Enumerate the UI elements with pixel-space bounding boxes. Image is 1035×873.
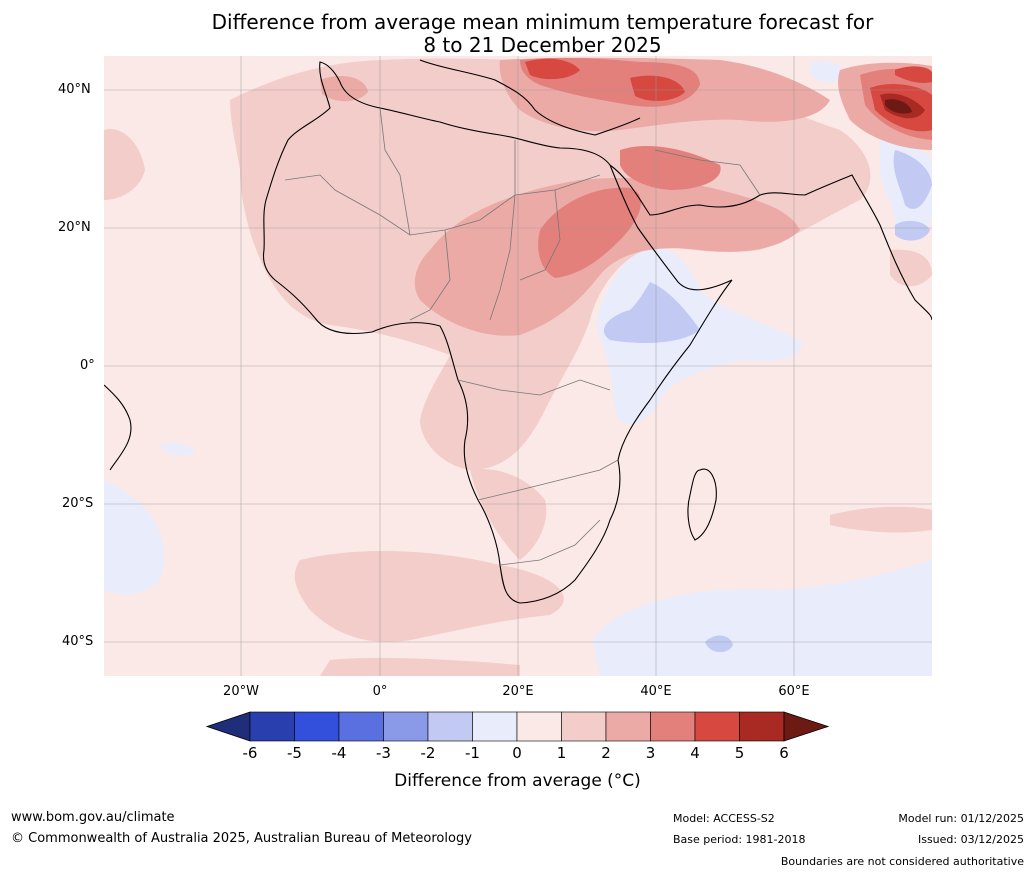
cool-patch-central-asia	[810, 60, 846, 83]
cool-patch-india-south	[895, 220, 930, 241]
colorbar-segment	[516, 711, 562, 742]
colorbar-tick-label: -4	[331, 744, 347, 762]
colorbar-tick-label: 1	[556, 744, 567, 762]
lon-label-20w: 20°W	[223, 684, 259, 699]
colorbar-segment	[739, 711, 785, 742]
colorbar-segment	[294, 711, 340, 742]
colorbar-segment	[338, 711, 384, 742]
lat-label-40n: 40°N	[58, 82, 91, 97]
colorbar-tick-label: -5	[287, 744, 302, 762]
colorbar-segment	[383, 711, 429, 742]
coastlines	[104, 59, 932, 604]
footer-disclaimer: Boundaries are not considered authoritat…	[780, 855, 1024, 868]
colorbar-tick-label: 4	[690, 744, 700, 762]
map-title-line2: 8 to 21 December 2025	[423, 33, 662, 57]
warm-region-south-atlantic	[294, 550, 564, 643]
map-title-line1: Difference from average mean minimum tem…	[211, 10, 874, 34]
colorbar-tick-label: -1	[465, 744, 480, 762]
cool-region-southern-indian-ocean	[592, 560, 932, 676]
cool-patch-ethiopia	[603, 282, 700, 343]
colorbar-segment	[561, 711, 607, 742]
lon-label-20e: 20°E	[502, 684, 534, 699]
warm4-patch-caucasus	[630, 75, 685, 101]
footer-model-run: Model run: 01/12/2025	[898, 812, 1024, 825]
lat-label-20s: 20°S	[62, 496, 94, 511]
footer-copyright: © Commonwealth of Australia 2025, Austra…	[11, 831, 472, 846]
colorbar-tick-label: 5	[734, 744, 745, 762]
colorbar-segment	[650, 711, 696, 742]
cool-region-south-atlantic	[104, 480, 165, 595]
warm3-region-arabia	[620, 145, 721, 190]
cool-patch-south	[705, 635, 733, 653]
gridlines	[104, 56, 932, 676]
colorbar-label: Difference from average (°C)	[394, 771, 641, 791]
footer-model: Model: ACCESS-S2	[673, 812, 775, 825]
warm-region-southern-band	[320, 657, 520, 676]
colorbar-segment	[472, 711, 518, 742]
footer-website: www.bom.gov.au/climate	[11, 810, 175, 825]
colorbar-extend-low	[205, 711, 251, 742]
warm-region-indian-ocean	[830, 506, 932, 533]
colorbar	[205, 711, 830, 742]
colorbar-segment	[605, 711, 651, 742]
colorbar-tick-label: 2	[601, 744, 611, 762]
warm2-region-sahel-arabia	[414, 178, 800, 336]
map-panel	[104, 56, 932, 676]
lon-label-60e: 60°E	[778, 684, 810, 699]
colorbar-tick-label: -3	[376, 744, 391, 762]
colorbar-tick-label: 0	[512, 744, 522, 762]
warm-patch-india-south	[890, 249, 932, 287]
colorbar-tick-label: 6	[779, 744, 789, 762]
warm3-region-sudan	[538, 187, 641, 278]
lat-label-40s: 40°S	[62, 634, 94, 649]
lon-label-40e: 40°E	[640, 684, 672, 699]
footer-base-period: Base period: 1981-2018	[673, 833, 806, 846]
warm-region-southern-africa	[470, 469, 547, 560]
colorbar-segment	[427, 711, 473, 742]
warm4-patch-balkans	[525, 58, 580, 80]
colorbar-tick-label: -2	[420, 744, 436, 762]
cool-patch-st-helena	[160, 442, 195, 456]
cool-patch-india	[893, 150, 932, 209]
colorbar-segment	[694, 711, 740, 742]
colorbar-tick-label: 3	[645, 744, 656, 762]
warm-region-canary	[104, 129, 145, 200]
lon-label-0: 0°	[372, 684, 388, 699]
lat-label-20n: 20°N	[58, 220, 91, 235]
country-borders	[284, 107, 761, 566]
colorbar-tick-label: -6	[242, 744, 258, 762]
footer-issued: Issued: 03/12/2025	[917, 833, 1024, 846]
colorbar-extend-high	[783, 711, 830, 742]
warm6-patch-tibet	[885, 99, 912, 114]
colorbar-segment	[249, 711, 295, 742]
warm4-patch-central-asia	[895, 66, 932, 83]
lat-label-equator: 0°	[80, 358, 95, 373]
